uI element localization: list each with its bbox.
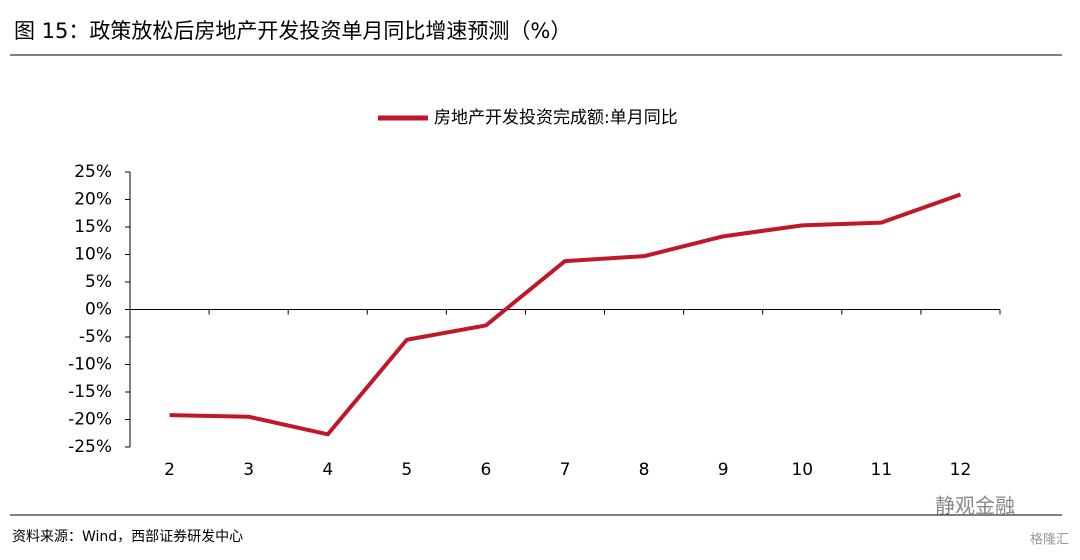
y-tick-label: -15% bbox=[68, 382, 112, 402]
x-tick-label: 9 bbox=[718, 460, 729, 480]
title: 图 15：政策放松后房地产开发投资单月同比增速预测（%） bbox=[14, 19, 571, 43]
legend-label: 房地产开发投资完成额:单月同比 bbox=[434, 108, 678, 128]
watermark: 静观金融 bbox=[935, 494, 1015, 518]
y-tick-label: 10% bbox=[74, 245, 112, 265]
x-tick-label: 11 bbox=[871, 460, 893, 480]
y-tick-label: 20% bbox=[74, 190, 112, 210]
x-tick-label: 4 bbox=[322, 460, 333, 480]
x-tick-label: 8 bbox=[639, 460, 650, 480]
series-line bbox=[169, 192, 962, 437]
x-tick-label: 5 bbox=[401, 460, 412, 480]
source: 资料来源：Wind，西部证券研发中心 bbox=[12, 529, 243, 545]
y-tick-label: 5% bbox=[85, 272, 112, 292]
badge: 格隆汇 bbox=[1030, 532, 1069, 548]
y-tick-label: -10% bbox=[68, 355, 112, 375]
x-tick-label: 2 bbox=[164, 460, 175, 480]
x-tick-label: 10 bbox=[791, 460, 813, 480]
y-tick-label: -5% bbox=[79, 327, 112, 347]
y-tick-label: -20% bbox=[68, 410, 112, 430]
y-tick-label: 0% bbox=[85, 300, 112, 320]
y-tick-label: 15% bbox=[74, 217, 112, 237]
x-tick-label: 7 bbox=[560, 460, 571, 480]
y-tick-label: -25% bbox=[68, 437, 112, 457]
x-tick-label: 12 bbox=[950, 460, 972, 480]
y-tick-label: 25% bbox=[74, 162, 112, 182]
x-tick-label: 3 bbox=[243, 460, 254, 480]
x-tick-label: 6 bbox=[480, 460, 491, 480]
